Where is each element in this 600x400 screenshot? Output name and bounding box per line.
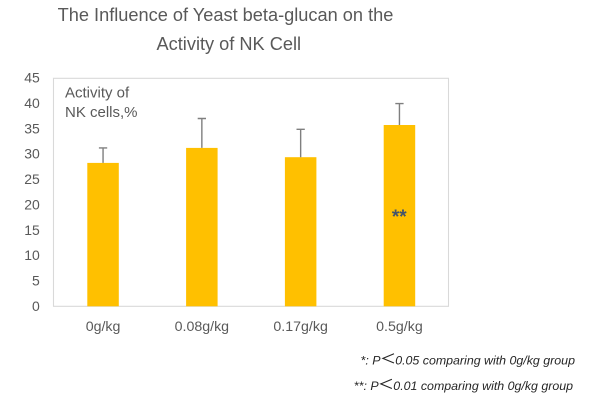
svg-text:**: P: **: P xyxy=(354,379,380,393)
svg-text:30: 30 xyxy=(24,146,40,162)
svg-text:0: 0 xyxy=(32,298,40,314)
svg-text:**: ** xyxy=(392,207,407,228)
svg-text:5: 5 xyxy=(32,273,40,289)
svg-text:20: 20 xyxy=(24,196,40,212)
svg-text:10: 10 xyxy=(24,247,40,263)
svg-text:0.05 comparing with 0g/kg grou: 0.05 comparing with 0g/kg group xyxy=(395,353,575,367)
svg-text:0.17g/kg: 0.17g/kg xyxy=(273,319,327,335)
svg-text:0.01 comparing with 0g/kg grou: 0.01 comparing with 0g/kg group xyxy=(393,379,573,393)
svg-text:35: 35 xyxy=(24,120,40,136)
svg-text:Activity of NK Cell: Activity of NK Cell xyxy=(157,34,302,54)
svg-text:45: 45 xyxy=(24,70,40,86)
svg-text:15: 15 xyxy=(24,222,40,238)
svg-text:NK cells,%: NK cells,% xyxy=(65,104,138,121)
svg-text:Activity of: Activity of xyxy=(65,84,130,101)
svg-text:0.5g/kg: 0.5g/kg xyxy=(376,319,423,335)
svg-text:25: 25 xyxy=(24,171,40,187)
svg-text:40: 40 xyxy=(24,95,40,111)
svg-text:The Influence of Yeast beta-gl: The Influence of Yeast beta-glucan on th… xyxy=(58,5,394,25)
svg-text:*: P: *: P xyxy=(361,353,382,367)
svg-text:0.08g/kg: 0.08g/kg xyxy=(175,319,229,335)
svg-text:0g/kg: 0g/kg xyxy=(86,319,121,335)
